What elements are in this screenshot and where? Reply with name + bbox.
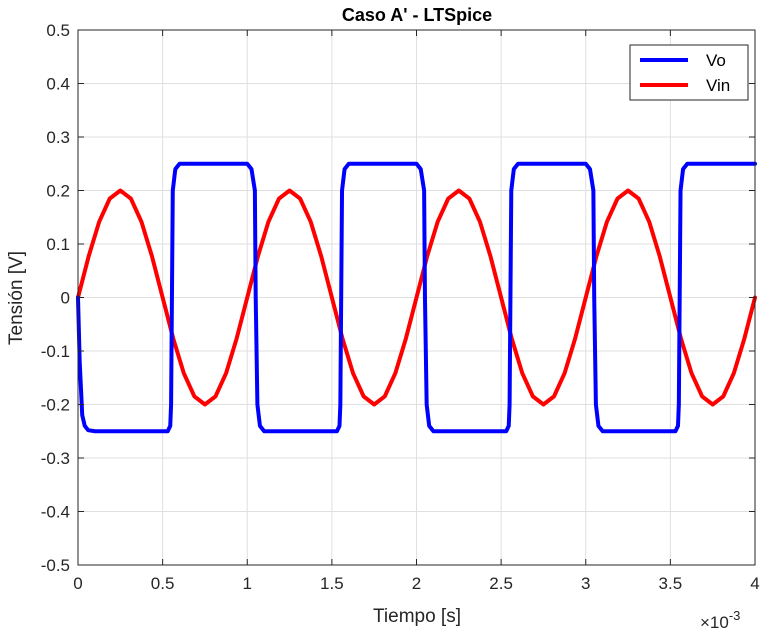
x-tick-label: 1.5 [320, 574, 344, 593]
legend-label-vo: Vo [706, 51, 726, 70]
x-tick-label: 3 [581, 574, 590, 593]
y-tick-label: 0.5 [46, 21, 70, 40]
y-tick-label: -0.3 [41, 449, 70, 468]
y-tick-label: -0.5 [41, 556, 70, 575]
x-tick-label: 2 [412, 574, 421, 593]
y-tick-label: 0 [61, 289, 70, 308]
x-tick-label: 1 [243, 574, 252, 593]
x-tick-label: 2.5 [489, 574, 513, 593]
x-exponent-power: -3 [729, 608, 741, 623]
x-tick-label: 0 [73, 574, 82, 593]
y-axis-ticks: -0.5 -0.4 -0.3 -0.2 -0.1 0 0.1 0.2 0.3 0.4 0.5 [41, 21, 755, 575]
y-tick-label: -0.4 [41, 503, 70, 522]
series-line-vo [76, 161, 757, 434]
legend: Vo Vin [629, 44, 749, 101]
x-tick-label: 4 [750, 574, 759, 593]
x-axis-label: Tiempo [s] [373, 606, 461, 627]
x-tick-label: 0.5 [151, 574, 175, 593]
y-tick-label: -0.2 [41, 396, 70, 415]
y-tick-label: -0.1 [41, 342, 70, 361]
y-tick-label: 0.4 [46, 75, 70, 94]
series-line-vin [76, 188, 757, 407]
legend-box [629, 44, 749, 101]
x-tick-label: 3.5 [659, 574, 683, 593]
y-tick-label: 0.3 [46, 128, 70, 147]
x-exponent-base: ×10 [700, 613, 729, 632]
y-tick-label: 0.2 [46, 182, 70, 201]
series-group [76, 161, 757, 434]
chart-title: Caso A' - LTSpice [342, 5, 492, 25]
y-axis-label: Tensión [V] [6, 251, 27, 345]
y-tick-label: 0.1 [46, 235, 70, 254]
x-axis-exponent: ×10-3 [700, 608, 740, 632]
x-axis-ticks: 0 0.5 1 1.5 2 2.5 3 3.5 4 [73, 30, 760, 593]
legend-label-vin: Vin [706, 76, 730, 95]
